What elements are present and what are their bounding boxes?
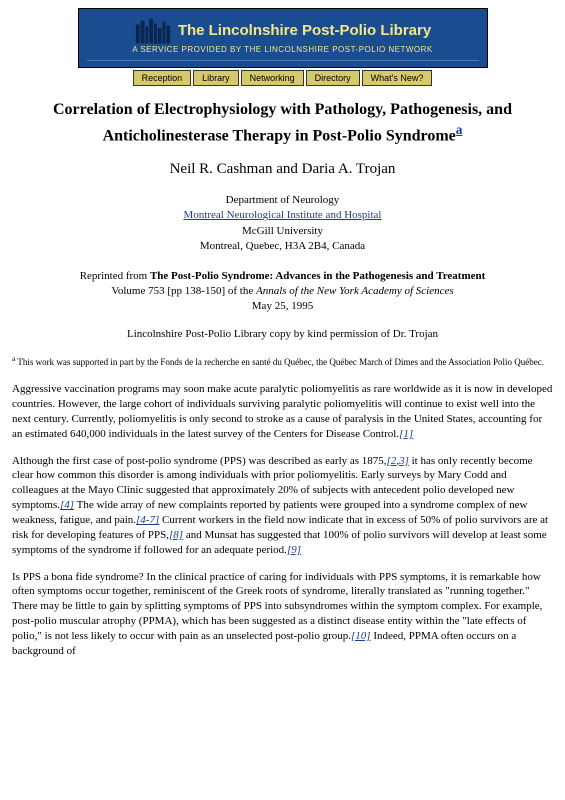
reprint-volume: Volume 753 [pp 138-150] of the — [111, 285, 256, 297]
banner-title: The Lincolnshire Post-Polio Library — [178, 17, 431, 43]
footnote-text: This work was supported in part by the F… — [15, 357, 544, 367]
banner-skyline-icon — [134, 15, 172, 45]
nav-directory[interactable]: Directory — [306, 70, 360, 86]
authors: Neil R. Cashman and Daria A. Trojan — [12, 159, 553, 179]
affil-address: Montreal, Quebec, H3A 2B4, Canada — [12, 239, 553, 254]
reprint-date: May 25, 1995 — [252, 300, 313, 312]
paragraph-1: Aggressive vaccination programs may soon… — [12, 382, 553, 441]
p1-text-1: Aggressive vaccination programs may soon… — [12, 383, 552, 440]
affil-institute-link[interactable]: Montreal Neurological Institute and Hosp… — [184, 209, 382, 221]
reprint-journal: Annals of the New York Academy of Scienc… — [256, 285, 454, 297]
reprint-block: Reprinted from The Post-Polio Syndrome: … — [12, 269, 553, 315]
ref-1[interactable]: [1] — [399, 428, 413, 440]
ref-3[interactable]: 3] — [399, 455, 409, 467]
nav-reception[interactable]: Reception — [133, 70, 192, 86]
title-text: Correlation of Electrophysiology with Pa… — [53, 101, 512, 144]
affil-university: McGill University — [12, 224, 553, 239]
ref-10[interactable]: [10] — [351, 630, 371, 642]
title-footnote-link[interactable]: a — [456, 122, 463, 137]
nav-whats-new[interactable]: What's New? — [362, 70, 433, 86]
banner-main-row: The Lincolnshire Post-Polio Library — [87, 15, 479, 45]
permission-line: Lincolnshire Post-Polio Library copy by … — [12, 327, 553, 342]
ref-4-7[interactable]: [4-7] — [136, 514, 159, 526]
article-title: Correlation of Electrophysiology with Pa… — [12, 100, 553, 147]
nav-networking[interactable]: Networking — [241, 70, 304, 86]
ref-9[interactable]: [9] — [287, 544, 301, 556]
reprint-book: The Post-Polio Syndrome: Advances in the… — [150, 270, 485, 282]
affiliation-block: Department of Neurology Montreal Neurolo… — [12, 193, 553, 255]
paragraph-3: Is PPS a bona fide syndrome? In the clin… — [12, 570, 553, 659]
nav-bar: Reception Library Networking Directory W… — [12, 70, 553, 86]
banner-subtitle: A SERVICE PROVIDED BY THE LINCOLNSHIRE P… — [87, 45, 479, 61]
ref-4[interactable]: [4] — [60, 499, 74, 511]
paragraph-2: Although the first case of post-polio sy… — [12, 454, 553, 558]
ref-8[interactable]: [8] — [169, 529, 183, 541]
site-banner: The Lincolnshire Post-Polio Library A SE… — [78, 8, 488, 68]
reprint-prefix: Reprinted from — [80, 270, 150, 282]
ref-2[interactable]: [2 — [387, 455, 397, 467]
affil-dept: Department of Neurology — [12, 193, 553, 208]
footnote-a: a This work was supported in part by the… — [12, 354, 553, 369]
nav-library[interactable]: Library — [193, 70, 239, 86]
p2-text-1: Although the first case of post-polio sy… — [12, 455, 387, 467]
